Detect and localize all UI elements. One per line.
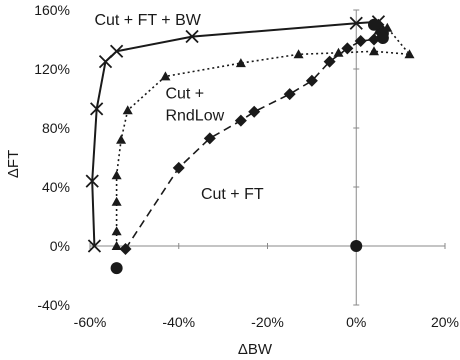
data-point-diamond bbox=[305, 74, 318, 87]
x-tick-label: 0% bbox=[346, 314, 366, 330]
x-axis-title: ΔBW bbox=[238, 341, 273, 358]
data-point-x bbox=[85, 174, 99, 188]
data-point-triangle bbox=[160, 71, 171, 81]
series-line bbox=[115, 26, 412, 246]
x-tick-label: -40% bbox=[162, 314, 195, 330]
x-tick-label: 20% bbox=[431, 314, 459, 330]
series-line bbox=[124, 24, 384, 250]
series-2 bbox=[111, 22, 415, 250]
data-point-circle bbox=[110, 262, 123, 275]
y-tick-label: 0% bbox=[50, 238, 70, 254]
data-point-x bbox=[349, 16, 363, 30]
data-point-triangle bbox=[111, 170, 122, 180]
annotation-label: Cut + FT bbox=[201, 186, 264, 203]
data-point-triangle bbox=[111, 241, 122, 250]
data-point-triangle bbox=[111, 226, 122, 236]
y-tick-label: 120% bbox=[34, 61, 70, 77]
data-point-x bbox=[87, 239, 102, 253]
data-point-diamond bbox=[234, 114, 247, 127]
data-point-diamond bbox=[354, 34, 367, 47]
y-tick-label: -40% bbox=[37, 297, 70, 313]
y-axis-title: ΔFT bbox=[5, 150, 22, 178]
data-point-x bbox=[90, 102, 104, 116]
x-tick-label: -60% bbox=[74, 314, 107, 330]
series-4 bbox=[110, 18, 389, 275]
data-point-diamond bbox=[283, 88, 296, 101]
data-point-triangle bbox=[333, 47, 344, 57]
y-tick-label: 40% bbox=[42, 179, 70, 195]
annotation-label: Cut + bbox=[165, 86, 204, 103]
data-point-diamond bbox=[172, 161, 185, 174]
data-point-diamond bbox=[248, 105, 261, 118]
data-point-circle bbox=[368, 18, 380, 31]
data-point-circle bbox=[350, 240, 363, 252]
data-point-diamond bbox=[368, 33, 380, 46]
data-point-x bbox=[98, 54, 113, 69]
data-point-diamond bbox=[119, 242, 132, 255]
data-point-triangle bbox=[111, 196, 122, 206]
data-point-triangle bbox=[122, 105, 133, 115]
annotations: Cut + FT + BW Cut + RndLow Cut + FT bbox=[94, 12, 263, 203]
data-point-triangle bbox=[116, 134, 127, 144]
data-point-x bbox=[109, 44, 124, 58]
data-point-triangle bbox=[293, 49, 304, 59]
series-layer bbox=[85, 15, 415, 275]
series-3 bbox=[119, 18, 389, 255]
data-point-triangle bbox=[235, 58, 246, 68]
data-point-triangle bbox=[404, 49, 415, 59]
y-tick-label: 160% bbox=[34, 2, 70, 18]
data-point-triangle bbox=[369, 46, 379, 56]
axes: -60% -40% -20% 0% 20%-40%0%40%80%120%160% bbox=[34, 2, 459, 330]
y-tick-label: 80% bbox=[42, 120, 70, 136]
data-point-diamond bbox=[203, 132, 216, 145]
annotation-label: Cut + FT + BW bbox=[94, 12, 201, 29]
annotation-label: RndLow bbox=[165, 108, 224, 125]
data-point-circle bbox=[376, 32, 389, 45]
data-point-x bbox=[185, 29, 199, 44]
data-point-diamond bbox=[323, 55, 336, 68]
data-point-diamond bbox=[341, 42, 354, 55]
x-tick-label: -20% bbox=[251, 314, 284, 330]
